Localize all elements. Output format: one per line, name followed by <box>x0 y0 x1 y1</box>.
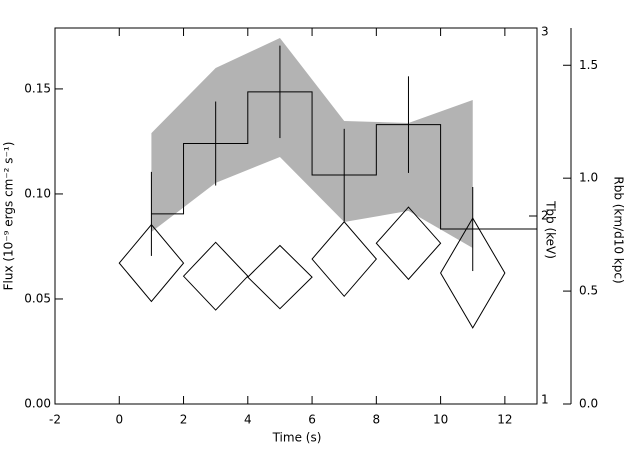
y-tick-label: 0.10 <box>24 186 51 200</box>
x-tick-label: 8 <box>373 413 381 427</box>
y-tick-label: 0.15 <box>24 81 51 95</box>
x-axis-label: Time (s) <box>272 431 322 445</box>
rbb-diamond <box>247 244 313 310</box>
rbb-diamond <box>440 217 506 329</box>
x-tick-label: -2 <box>49 413 61 427</box>
rbb-diamond <box>311 220 377 298</box>
y-tick-label: 0.05 <box>24 291 51 305</box>
y2-tick-label: 3 <box>541 25 549 39</box>
y2-tick-label: 1 <box>541 393 549 407</box>
rbb-diamond <box>118 223 185 303</box>
y3-axis-label: Rbb (km/d10 kpc) <box>612 176 626 283</box>
y3-tick-label: 0.5 <box>579 284 598 298</box>
x-tick-label: 6 <box>308 413 316 427</box>
rbb-diamond <box>375 206 442 281</box>
x-tick-label: 0 <box>115 413 123 427</box>
x-tick-label: 4 <box>244 413 252 427</box>
y3-tick-label: 1.5 <box>579 58 598 72</box>
y2-axis-label: Tbb (keV) <box>544 200 558 259</box>
x-tick-label: 10 <box>433 413 448 427</box>
flux-step <box>151 91 537 230</box>
x-tick-label: 12 <box>497 413 512 427</box>
y3-tick-label: 0.0 <box>579 397 598 411</box>
y3-tick-label: 1.0 <box>579 171 598 185</box>
rbb-diamond <box>182 241 249 311</box>
y-axis-label: Flux (10⁻⁹ ergs cm⁻² s⁻¹) <box>2 142 16 291</box>
x-tick-label: 2 <box>180 413 188 427</box>
y-tick-label: 0.00 <box>24 397 51 411</box>
y2-tick-label: 2 <box>541 209 549 223</box>
